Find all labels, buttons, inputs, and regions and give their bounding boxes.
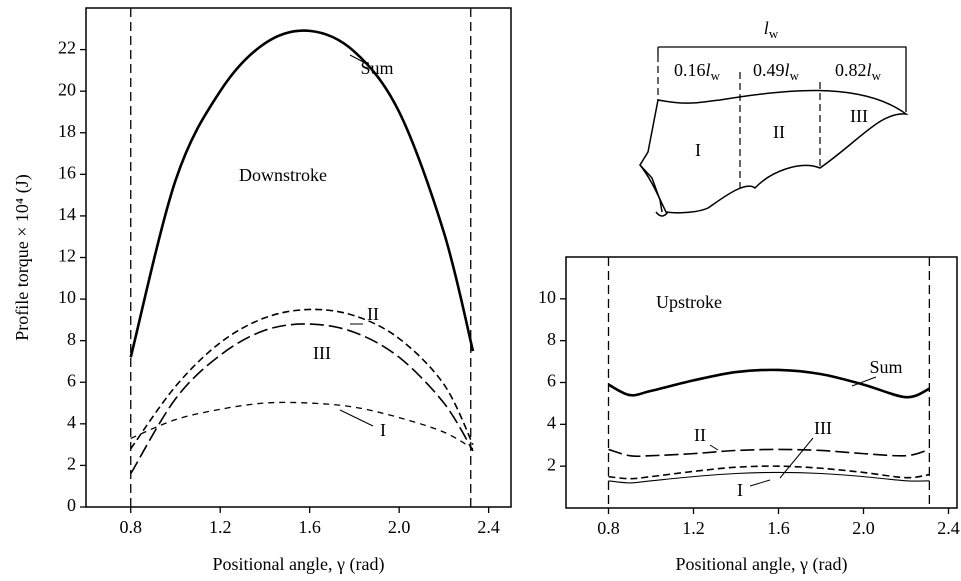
y-axis-label: Profile torque × 10⁴ (J): [12, 174, 33, 340]
wing-root: [639, 164, 669, 217]
station-label: 0.82lw: [835, 60, 882, 83]
station-subscript: w: [711, 68, 721, 83]
x-tick-label: 1.6: [298, 517, 321, 537]
y-tick-label: 14: [58, 204, 76, 224]
section-divider: [657, 55, 821, 188]
y-tick-label: 0: [67, 495, 76, 515]
x-tick-label: 0.8: [119, 517, 142, 537]
series-label: II: [694, 425, 706, 445]
x-axis-label: Positional angle, γ (rad): [676, 554, 848, 575]
span-subscript: w: [769, 26, 779, 41]
y-tick-label: 4: [547, 412, 556, 432]
series-line: [130, 308, 474, 450]
x-tick-label: 1.2: [682, 518, 705, 538]
y-tick-label: 16: [58, 162, 76, 182]
series-line: [608, 465, 930, 480]
series-line: [130, 401, 474, 450]
x-tick-label: 2.0: [388, 517, 411, 537]
y-tick-label: 20: [58, 79, 76, 99]
y-tick-label: 10: [58, 287, 76, 307]
station-labels: 0.16lw 0.49lw 0.82lw: [674, 60, 882, 83]
station-symbol: l: [706, 60, 711, 80]
x-tick-label: 2.4: [477, 517, 500, 537]
x-tick-label: 1.6: [767, 518, 790, 538]
y-tick-label: 22: [58, 38, 76, 58]
y-tick-label: 8: [547, 329, 556, 349]
y-tick-label: 8: [67, 329, 76, 349]
series-label: III: [814, 418, 832, 438]
station-fraction: 0.16: [674, 60, 706, 80]
annotation: Upstroke: [656, 292, 722, 312]
label-leader: [339, 409, 374, 427]
series-label: I: [737, 480, 743, 500]
chart: 0.8 1.2 1.6 2.0 2.4 0 2 4 6 8 10 12 14 16 18 20 22 Positi…: [12, 7, 512, 575]
section-label: II: [773, 122, 785, 142]
y-tick-label: 2: [547, 454, 556, 474]
y-tick-label: 18: [58, 121, 76, 141]
series-line: [607, 368, 930, 399]
label-leader: [709, 444, 719, 451]
station-fraction: 0.49: [753, 60, 785, 80]
series-label: I: [380, 420, 386, 440]
station-subscript: w: [872, 68, 882, 83]
span-symbol: l: [764, 18, 769, 38]
station-label: 0.16lw: [674, 60, 721, 83]
series-label: III: [313, 343, 331, 363]
label-leader: [749, 479, 771, 487]
station-subscript: w: [790, 68, 800, 83]
x-axis-label: Positional angle, γ (rad): [213, 554, 385, 575]
series-line: [608, 471, 930, 484]
x-tick-label: 2.4: [937, 518, 960, 538]
y-tick-label: 12: [58, 246, 76, 266]
x-tick-label: 2.0: [852, 518, 875, 538]
label-leader: [779, 437, 814, 479]
station-symbol: l: [785, 60, 790, 80]
wing-outline: [639, 89, 909, 214]
series-line: [608, 448, 930, 458]
plot-frame: [565, 256, 958, 509]
station-symbol: l: [867, 60, 872, 80]
y-tick-label: 6: [547, 371, 556, 391]
label-leader: [851, 376, 877, 387]
plot-frame: [85, 7, 512, 508]
y-tick-label: 6: [67, 370, 76, 390]
label-leader: [349, 54, 368, 65]
annotation: Downstroke: [239, 165, 327, 185]
span-bracket: [657, 46, 907, 112]
series-label: II: [367, 304, 379, 324]
section-label: III: [850, 106, 868, 126]
section-label: I: [695, 140, 701, 160]
station-label: 0.49lw: [753, 60, 800, 83]
station-fraction: 0.82: [835, 60, 867, 80]
series-label: Sum: [869, 357, 902, 377]
span-label: lw: [764, 18, 779, 41]
y-tick-label: 4: [67, 412, 76, 432]
x-tick-label: 1.2: [209, 517, 232, 537]
x-tick-label: 0.8: [597, 518, 620, 538]
y-tick-label: 2: [67, 454, 76, 474]
chart: 0.8 1.2 1.6 2.0 2.4 2 4 6 8 10 Positional angle, γ…: [538, 256, 960, 575]
y-tick-label: 10: [538, 287, 556, 307]
series-line: [130, 323, 474, 475]
wing-diagram: [639, 46, 909, 217]
series-line: [129, 29, 475, 358]
series-label: Sum: [360, 58, 393, 78]
